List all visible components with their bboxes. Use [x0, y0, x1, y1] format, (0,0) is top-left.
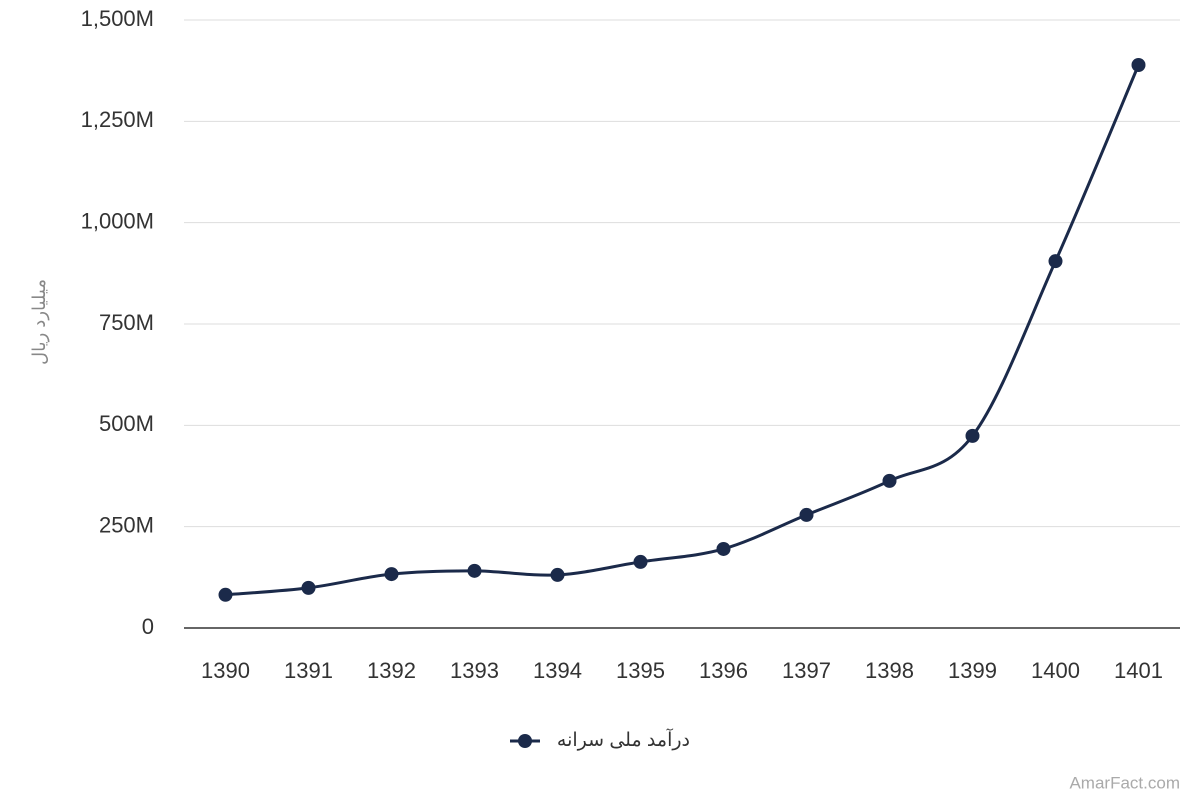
x-tick-label: 1397	[782, 658, 831, 683]
x-tick-label: 1393	[450, 658, 499, 683]
y-axis-label: میلیارد ریال	[29, 279, 49, 365]
point	[384, 567, 399, 582]
x-tick-label: 1400	[1031, 658, 1080, 683]
x-tick-label: 1398	[865, 658, 914, 683]
y-tick-label: 750M	[99, 310, 154, 335]
point	[716, 541, 731, 556]
legend-marker	[518, 734, 532, 748]
point	[550, 567, 565, 582]
y-tick-label: 500M	[99, 411, 154, 436]
x-tick-label: 1394	[533, 658, 582, 683]
y-tick-label: 1,000M	[81, 208, 154, 233]
y-tick-label: 0	[142, 614, 154, 639]
x-tick-label: 1399	[948, 658, 997, 683]
x-tick-label: 1396	[699, 658, 748, 683]
x-tick-label: 1401	[1114, 658, 1163, 683]
x-tick-label: 1390	[201, 658, 250, 683]
x-tick-label: 1391	[284, 658, 333, 683]
y-tick-label: 250M	[99, 512, 154, 537]
point	[218, 587, 233, 602]
point	[301, 580, 316, 595]
point	[965, 428, 980, 443]
point	[799, 507, 814, 522]
point	[633, 554, 648, 569]
watermark: AmarFact.com	[1069, 773, 1180, 792]
y-tick-label: 1,250M	[81, 107, 154, 132]
point	[1131, 57, 1146, 72]
x-tick-label: 1392	[367, 658, 416, 683]
legend-label: درآمد ملی سرانه	[557, 727, 690, 751]
line	[225, 64, 1140, 597]
point	[882, 473, 897, 488]
y-tick-label: 1,500M	[81, 6, 154, 31]
point	[467, 563, 482, 578]
x-tick-label: 1395	[616, 658, 665, 683]
point	[1048, 254, 1063, 269]
